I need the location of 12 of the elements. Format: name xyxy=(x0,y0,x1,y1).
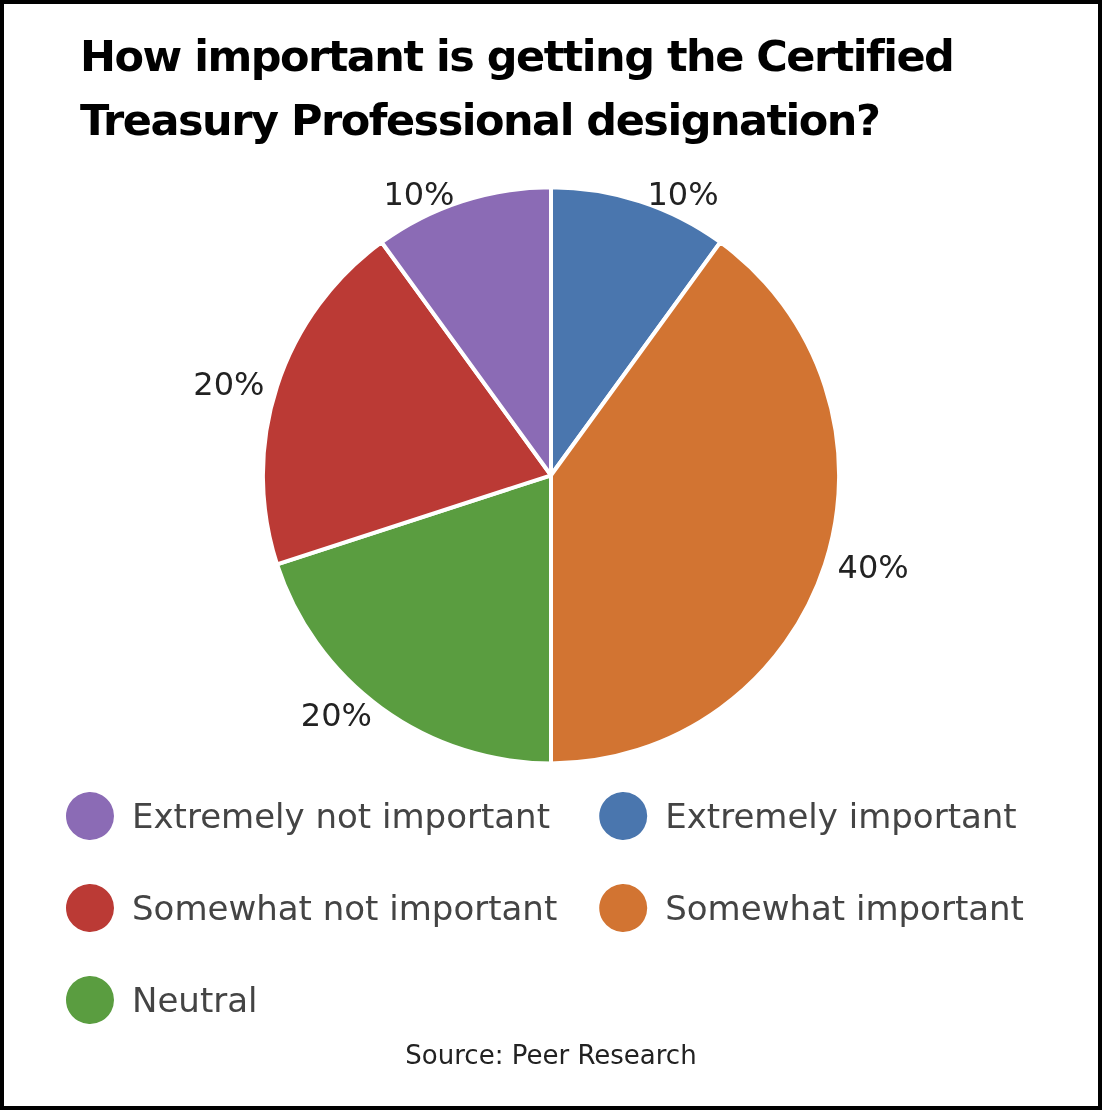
data-label: 20% xyxy=(300,695,372,734)
data-label: 10% xyxy=(647,174,719,213)
legend-label: Somewhat important xyxy=(665,888,1024,928)
data-label: 40% xyxy=(837,547,909,586)
legend-label: Extremely not important xyxy=(132,796,550,836)
legend-label: Extremely important xyxy=(665,796,1017,836)
data-label: 10% xyxy=(383,174,455,213)
legend-label: Neutral xyxy=(132,980,258,1020)
legend-label: Somewhat not important xyxy=(132,888,558,928)
source-note: Source: Peer Research xyxy=(404,1040,698,1070)
data-label: 20% xyxy=(193,364,265,403)
chart-title: How important is getting the Certified Treasury Professional designation? xyxy=(80,30,955,147)
